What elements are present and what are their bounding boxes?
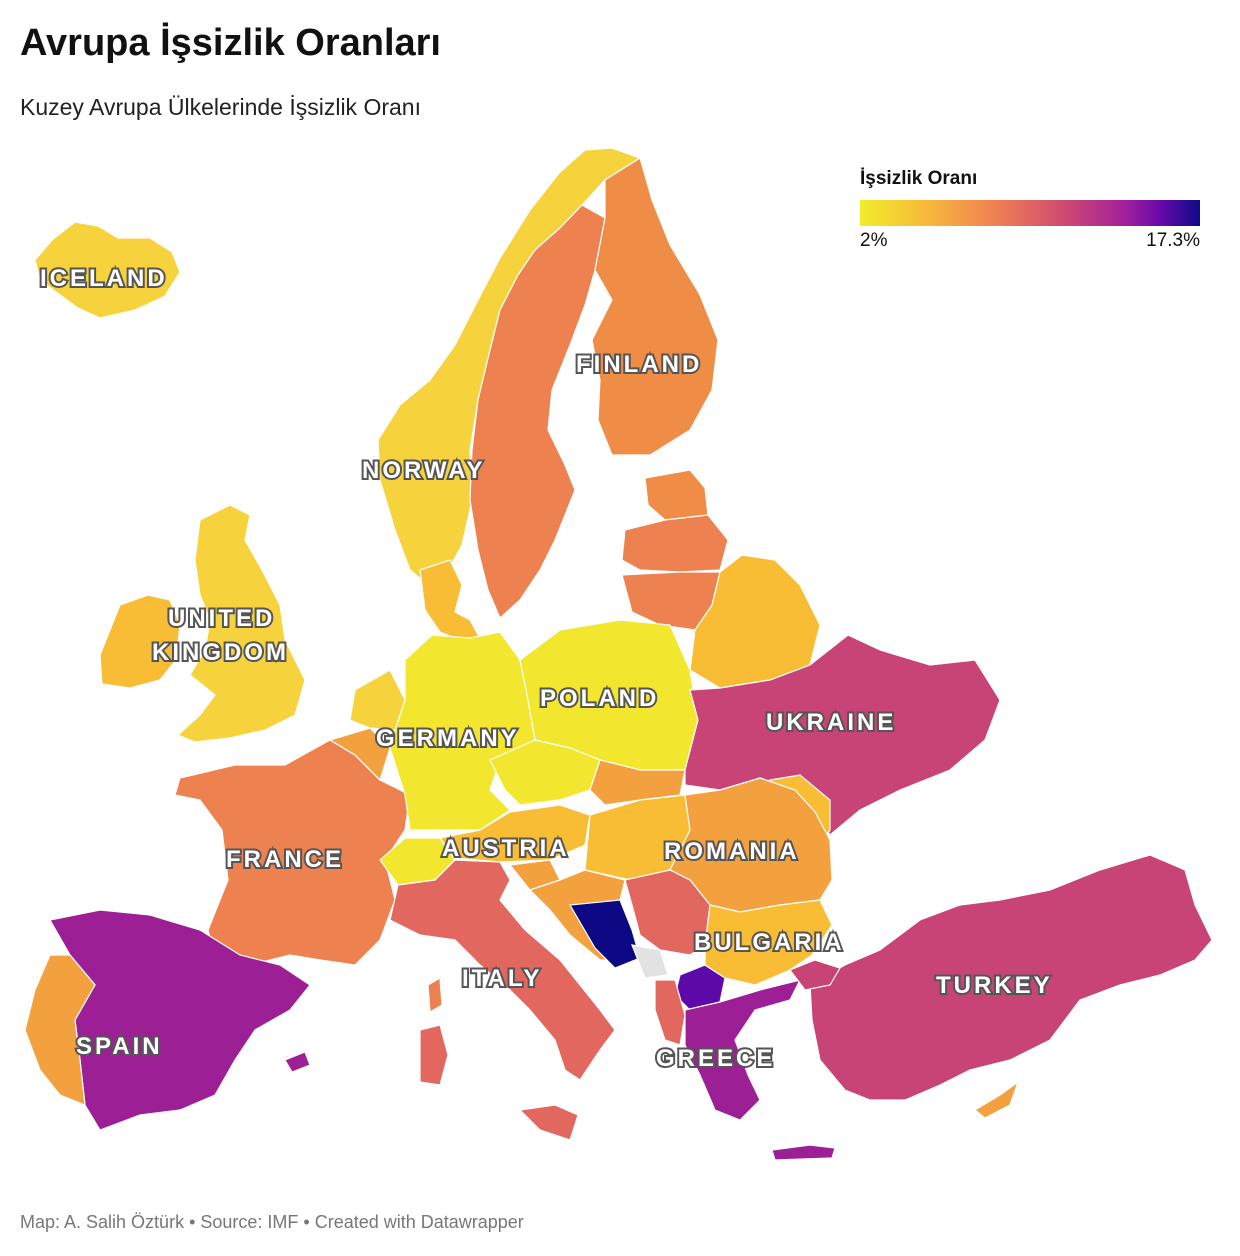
country-iceland[interactable] (34, 221, 181, 319)
label-spain: SPAIN (76, 1033, 163, 1060)
country-serbia[interactable] (624, 869, 711, 956)
label-greece: GREECE (656, 1045, 775, 1072)
legend: İşsizlik Oranı 2% 17.3% (860, 168, 1200, 252)
country-montenegro[interactable] (631, 944, 669, 979)
map-subtitle: Kuzey Avrupa Ülkelerinde İşsizlik Oranı (20, 94, 421, 120)
legend-title: İşsizlik Oranı (860, 168, 978, 189)
country-uk[interactable] (176, 504, 306, 743)
country-belarus[interactable] (689, 554, 821, 689)
country-latvia[interactable] (621, 514, 729, 573)
label-bulgaria: BULGARIA (694, 929, 845, 956)
label-ukraine: UKRAINE (766, 709, 896, 736)
country-ukraine[interactable] (684, 634, 1001, 836)
island-sicily[interactable] (518, 1104, 579, 1141)
island-crete[interactable] (771, 1144, 836, 1161)
legend-max-label: 17.3% (1146, 230, 1200, 251)
country-bulgaria[interactable] (704, 899, 833, 986)
country-portugal[interactable] (24, 954, 96, 1106)
country-turkey-thrace[interactable] (789, 959, 841, 991)
country-estonia[interactable] (644, 469, 709, 521)
country-finland[interactable] (591, 157, 719, 456)
footer-credits: Map: A. Salih Öztürk • Source: IMF • Cre… (20, 1212, 524, 1232)
island-mallorca[interactable] (284, 1051, 311, 1073)
legend-min-label: 2% (860, 230, 888, 251)
country-belgium[interactable] (328, 727, 391, 782)
label-uk-line1: UNITED (168, 605, 275, 632)
label-italy: ITALY (462, 965, 542, 992)
country-italy[interactable] (389, 859, 616, 1081)
country-greece[interactable] (684, 979, 802, 1121)
island-corsica[interactable] (427, 976, 443, 1014)
label-poland: POLAND (540, 685, 659, 712)
label-france: FRANCE (226, 846, 344, 873)
label-iceland: ICELAND (40, 265, 168, 292)
label-germany: GERMANY (376, 725, 520, 752)
label-norway: NORWAY (362, 457, 485, 484)
country-turkey[interactable] (809, 854, 1213, 1101)
map-title: Avrupa İşsizlik Oranları (20, 22, 441, 64)
island-sardinia[interactable] (419, 1024, 449, 1086)
country-albania[interactable] (654, 979, 686, 1046)
label-finland: FINLAND (576, 351, 702, 378)
country-ireland[interactable] (99, 594, 181, 689)
country-denmark[interactable] (419, 559, 481, 641)
country-germany[interactable] (389, 631, 536, 831)
legend-labels: 2% 17.3% (860, 226, 1200, 252)
label-austria: AUSTRIA (442, 835, 570, 862)
country-cyprus[interactable] (973, 1080, 1020, 1119)
country-netherlands[interactable] (349, 669, 406, 731)
label-turkey: TURKEY (936, 972, 1053, 999)
label-uk-line2: KINGDOM (152, 639, 289, 666)
label-romania: ROMANIA (664, 838, 800, 865)
legend-color-scale (860, 200, 1200, 226)
country-austria[interactable] (438, 804, 591, 863)
country-sweden[interactable] (469, 204, 606, 620)
